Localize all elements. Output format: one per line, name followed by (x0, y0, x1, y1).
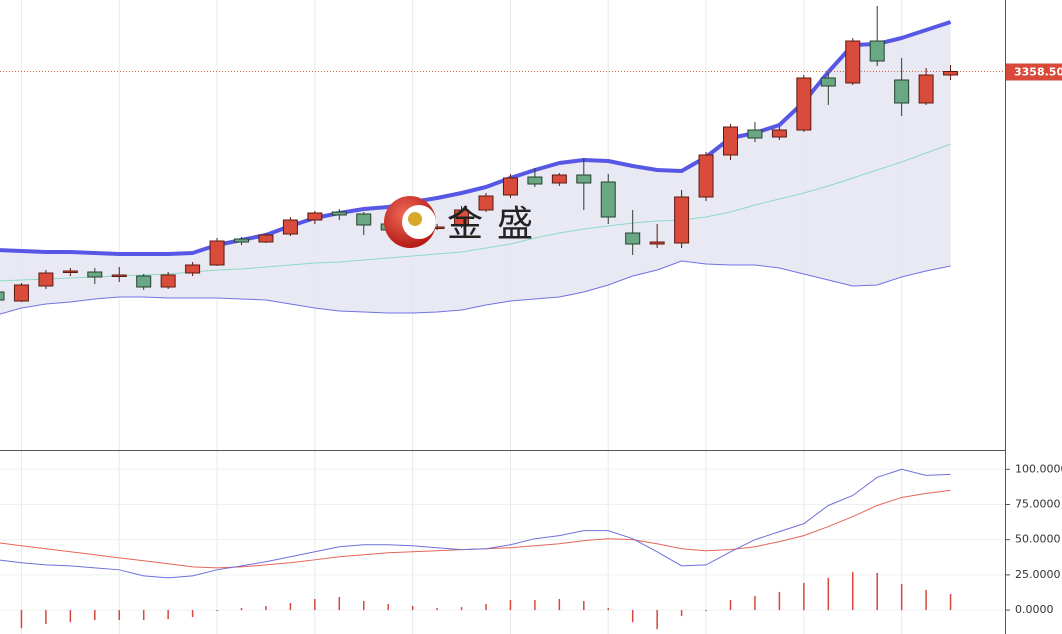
axis: 3358.50 100.0000 75.0000 50.0000 25.0000 0.00… (1005, 63, 1062, 616)
histogram-bar (216, 610, 218, 612)
candle-body (527, 176, 543, 185)
candle-body (307, 212, 323, 221)
candle-body (87, 271, 103, 278)
histogram-bar (69, 610, 72, 623)
candle-body (698, 154, 714, 198)
histogram-bar (289, 603, 292, 611)
histogram-bar (558, 598, 561, 611)
y-tick-label: 25.0000 (1015, 568, 1061, 581)
y-tick-label: 0.0000 (1015, 603, 1054, 616)
histogram-bar (509, 600, 512, 611)
candle-body (625, 232, 641, 245)
histogram-bar (876, 572, 878, 611)
candle-body (62, 270, 78, 273)
histogram-bar (387, 604, 389, 611)
candle-body (551, 174, 567, 184)
candle-body (160, 274, 176, 288)
candle-body (234, 238, 249, 243)
last-price-box (1006, 63, 1062, 81)
candle-body (282, 219, 298, 235)
histogram-bar (852, 571, 854, 611)
candle-body (502, 177, 518, 196)
histogram-bar (705, 610, 707, 612)
logo-coin (408, 212, 422, 226)
histogram-bar (729, 600, 732, 611)
y-tick-label: 50.0000 (1015, 533, 1061, 546)
candle-body (845, 40, 861, 84)
candle-body (600, 181, 616, 218)
candle-body (674, 196, 690, 244)
histogram-bar (607, 608, 609, 611)
watermark: 金盛 (384, 196, 547, 248)
histogram-bar (338, 596, 341, 611)
sub-pane (0, 451, 1005, 634)
candle-body (136, 275, 152, 288)
band-middle (0, 143, 951, 282)
histogram-bar (754, 595, 756, 611)
histogram-bar (191, 610, 194, 618)
histogram-bar (94, 610, 96, 621)
histogram-bar (925, 589, 927, 611)
candle-body (796, 77, 812, 131)
histogram-bar (680, 610, 683, 617)
band-upper (0, 20, 952, 256)
candle-body (331, 211, 347, 216)
band-lower (0, 260, 951, 315)
candle-body (356, 213, 372, 226)
candle-body (894, 79, 910, 104)
histogram-bar (949, 594, 952, 611)
candle-body (0, 291, 5, 301)
candle-body (258, 234, 274, 243)
histogram-bar (411, 605, 414, 611)
candle-body (454, 209, 470, 226)
histogram-bar (778, 591, 781, 611)
candle-body (478, 195, 494, 211)
watermark-text: 金盛 (447, 204, 547, 245)
candle-body (185, 264, 201, 274)
candle-body (943, 71, 959, 76)
candle-body (13, 284, 29, 302)
histogram-bar (20, 610, 23, 629)
candle-body (918, 74, 934, 104)
histogram-bar (265, 605, 267, 611)
candle-body (38, 272, 54, 287)
histogram-bar (436, 608, 438, 611)
histogram-bar (583, 601, 585, 611)
main-pane (0, 0, 1005, 450)
y-tick-label: 75.0000 (1015, 497, 1061, 510)
histogram-bar (460, 607, 463, 611)
histogram-bar (803, 582, 805, 611)
histogram-bar (827, 577, 830, 611)
y-tick-label: 100.0000 (1015, 462, 1062, 475)
candle-body (576, 174, 592, 184)
candle-body (820, 77, 836, 87)
candle-body (111, 274, 127, 277)
histogram-bar (485, 604, 487, 611)
candle-body (771, 129, 787, 138)
histogram-bar (363, 601, 365, 611)
candle-body (723, 126, 738, 156)
candle-body (869, 40, 885, 62)
histogram-bar (45, 610, 47, 625)
last-price-label: 3358.50 (1014, 66, 1062, 79)
line-k (0, 468, 951, 579)
histogram-bar (534, 600, 536, 611)
histogram-bar (900, 583, 903, 611)
candle-body (209, 240, 225, 266)
histogram-bar (314, 598, 316, 611)
histogram-bar (142, 610, 145, 621)
histogram-bar (240, 608, 243, 611)
histogram-bar (167, 610, 169, 620)
histogram-bar (118, 610, 120, 621)
candle-body (649, 241, 665, 245)
histogram-bar (631, 610, 634, 623)
candle-body (747, 129, 763, 139)
histogram-bar (656, 610, 658, 630)
